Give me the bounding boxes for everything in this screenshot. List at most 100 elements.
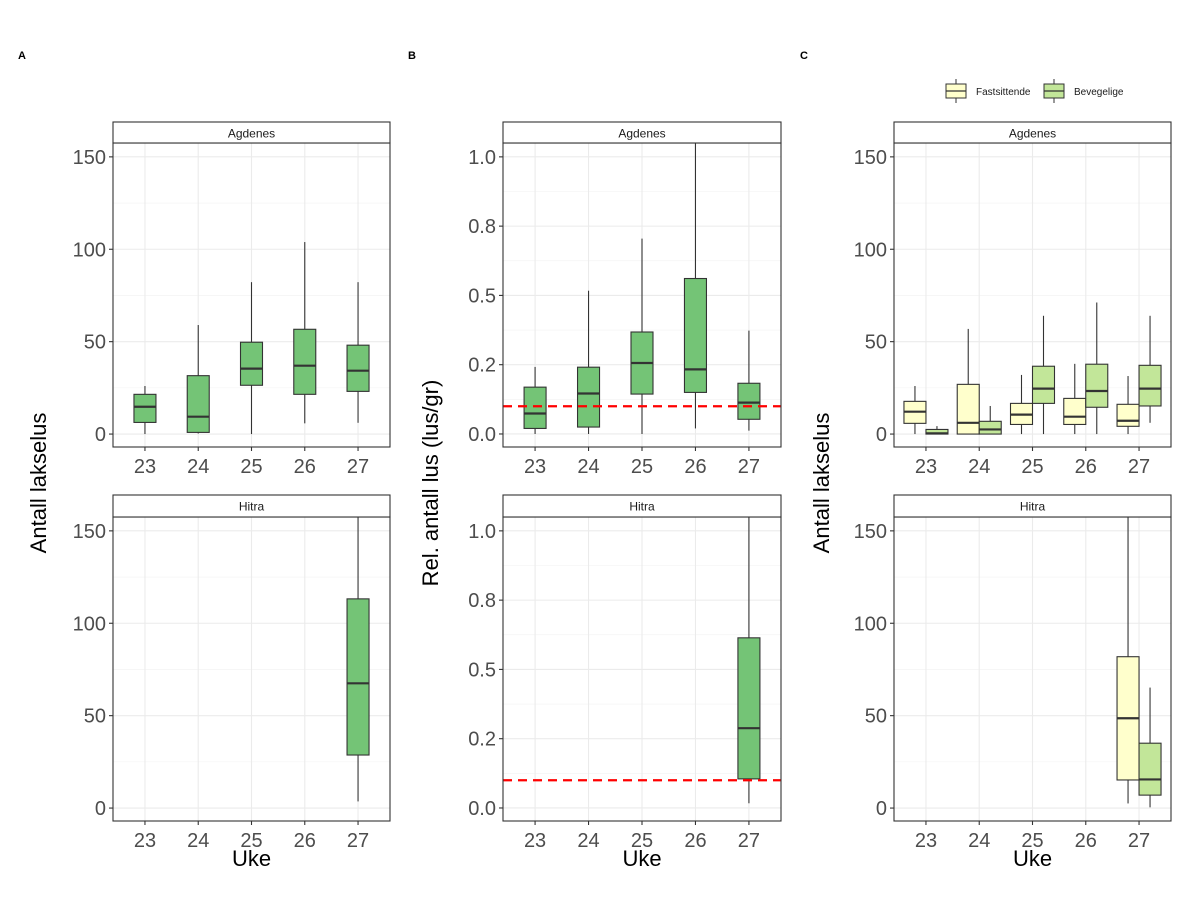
x-tick-label: 24 bbox=[187, 830, 209, 852]
box-week-24 bbox=[576, 290, 601, 434]
x-tick-label: 27 bbox=[738, 456, 760, 478]
y-tick-label: 0 bbox=[876, 424, 887, 446]
x-tick-label: 26 bbox=[294, 456, 316, 478]
x-tick-label: 23 bbox=[915, 830, 937, 852]
box-bevegelige-week-27 bbox=[1138, 315, 1162, 423]
facet-strip-label: Hitra bbox=[239, 500, 265, 514]
x-tick-label: 24 bbox=[968, 830, 990, 852]
legend-label: Fastsittende bbox=[976, 87, 1031, 98]
boxes bbox=[1116, 517, 1162, 808]
facet-strip bbox=[893, 121, 1172, 144]
box-fastsittende-week-25 bbox=[1009, 374, 1034, 435]
x-tick-label: 27 bbox=[1128, 456, 1150, 478]
facet-strip-label: Agdenes bbox=[618, 127, 665, 141]
box-iqr bbox=[683, 277, 708, 393]
facet-agdenes: Agdenes 0 50 100 150 23 24 25 26 27 bbox=[854, 121, 1172, 478]
box-iqr bbox=[293, 328, 317, 395]
box-bevegelige-week-25 bbox=[1031, 315, 1056, 435]
y-tick-label: 0.2 bbox=[468, 355, 496, 377]
facet-hitra: Hitra 0 50 100 150 23 24 25 26 27 Uke bbox=[854, 494, 1172, 871]
y-tick-label: 0.8 bbox=[468, 216, 496, 238]
x-tick-label: 27 bbox=[1128, 830, 1150, 852]
box-fastsittende-week-23 bbox=[903, 386, 927, 435]
y-tick-label: 0.0 bbox=[468, 424, 496, 446]
y-tick-label: 0.5 bbox=[468, 285, 496, 307]
facet-strip bbox=[112, 121, 391, 144]
y-tick-label: 0 bbox=[876, 798, 887, 820]
x-tick-label: 25 bbox=[631, 456, 653, 478]
box-week-27 bbox=[737, 330, 761, 431]
boxes bbox=[133, 242, 370, 435]
box-iqr bbox=[1085, 363, 1109, 408]
x-tick-label: 27 bbox=[738, 830, 760, 852]
y-axis-title: Antall lakselus bbox=[809, 413, 834, 554]
x-axis-title: Uke bbox=[622, 846, 661, 871]
x-tick-label: 26 bbox=[1075, 456, 1097, 478]
x-tick-label: 27 bbox=[347, 456, 369, 478]
legend-entry-bevegelige: Bevegelige bbox=[1043, 79, 1124, 103]
box-iqr bbox=[956, 383, 980, 435]
y-tick-label: 100 bbox=[73, 613, 106, 635]
box-week-25 bbox=[239, 282, 264, 435]
facet-strip-label: Agdenes bbox=[228, 127, 275, 141]
box-week-27 bbox=[737, 517, 761, 804]
box-week-27 bbox=[346, 517, 370, 802]
x-tick-label: 26 bbox=[684, 456, 706, 478]
panel-tag: C bbox=[800, 50, 808, 62]
panel-tag: A bbox=[18, 50, 26, 62]
box-bevegelige-week-26 bbox=[1085, 302, 1109, 435]
y-tick-label: 150 bbox=[854, 521, 887, 543]
box-iqr bbox=[978, 420, 1002, 435]
facet-strip bbox=[502, 121, 782, 144]
panel-a: A Agdenes 0 50 100 150 23 24 25 26 27 Hitra 0 50 100 15… bbox=[18, 50, 391, 871]
box-week-25 bbox=[630, 238, 654, 434]
y-tick-label: 150 bbox=[73, 521, 106, 543]
x-tick-label: 25 bbox=[1021, 456, 1043, 478]
y-tick-label: 50 bbox=[865, 332, 887, 354]
x-axis-title: Uke bbox=[232, 846, 271, 871]
legend-label: Bevegelige bbox=[1074, 87, 1124, 98]
box-week-24 bbox=[186, 325, 210, 434]
x-tick-label: 24 bbox=[968, 456, 990, 478]
box-iqr bbox=[1031, 365, 1056, 404]
facet-agdenes: Agdenes 0.0 0.2 0.5 0.8 1.0 23 24 25 26 27 bbox=[468, 121, 782, 478]
box-week-27 bbox=[346, 282, 370, 423]
facet-hitra: Hitra 0 50 100 150 23 24 25 26 27 Uke bbox=[73, 494, 391, 871]
y-tick-label: 150 bbox=[854, 147, 887, 169]
x-tick-label: 23 bbox=[915, 456, 937, 478]
y-tick-label: 50 bbox=[84, 332, 106, 354]
facet-strip-label: Agdenes bbox=[1009, 127, 1056, 141]
x-tick-label: 24 bbox=[187, 456, 209, 478]
boxes bbox=[903, 302, 1162, 435]
boxes bbox=[346, 517, 370, 802]
box-fastsittende-week-26 bbox=[1063, 363, 1087, 435]
x-tick-label: 25 bbox=[240, 830, 262, 852]
legend: Fastsittende Bevegelige bbox=[945, 79, 1124, 103]
y-tick-label: 0 bbox=[95, 798, 106, 820]
box-fastsittende-week-24 bbox=[956, 328, 980, 435]
x-tick-label: 25 bbox=[240, 456, 262, 478]
x-tick-label: 27 bbox=[347, 830, 369, 852]
x-tick-label: 25 bbox=[631, 830, 653, 852]
x-tick-label: 23 bbox=[134, 830, 156, 852]
box-iqr bbox=[186, 375, 210, 433]
y-tick-label: 100 bbox=[73, 239, 106, 261]
y-tick-label: 100 bbox=[854, 613, 887, 635]
box-iqr bbox=[346, 344, 370, 392]
boxes bbox=[737, 517, 761, 804]
x-tick-label: 26 bbox=[684, 830, 706, 852]
box-iqr bbox=[1116, 403, 1140, 427]
facet-strip-label: Hitra bbox=[629, 500, 655, 514]
y-tick-label: 0.5 bbox=[468, 659, 496, 681]
y-tick-label: 1.0 bbox=[468, 521, 496, 543]
facet-strip-label: Hitra bbox=[1020, 500, 1046, 514]
box-iqr bbox=[523, 386, 547, 429]
box-bevegelige-week-24 bbox=[978, 405, 1002, 435]
x-axis-title: Uke bbox=[1013, 846, 1052, 871]
y-tick-label: 100 bbox=[854, 239, 887, 261]
facet-hitra: Hitra 0.0 0.2 0.5 0.8 1.0 23 24 25 26 27 Uke bbox=[468, 494, 782, 871]
box-bevegelige-week-27 bbox=[1138, 687, 1162, 808]
box-week-23 bbox=[523, 366, 547, 434]
panel-tag: B bbox=[408, 50, 416, 62]
